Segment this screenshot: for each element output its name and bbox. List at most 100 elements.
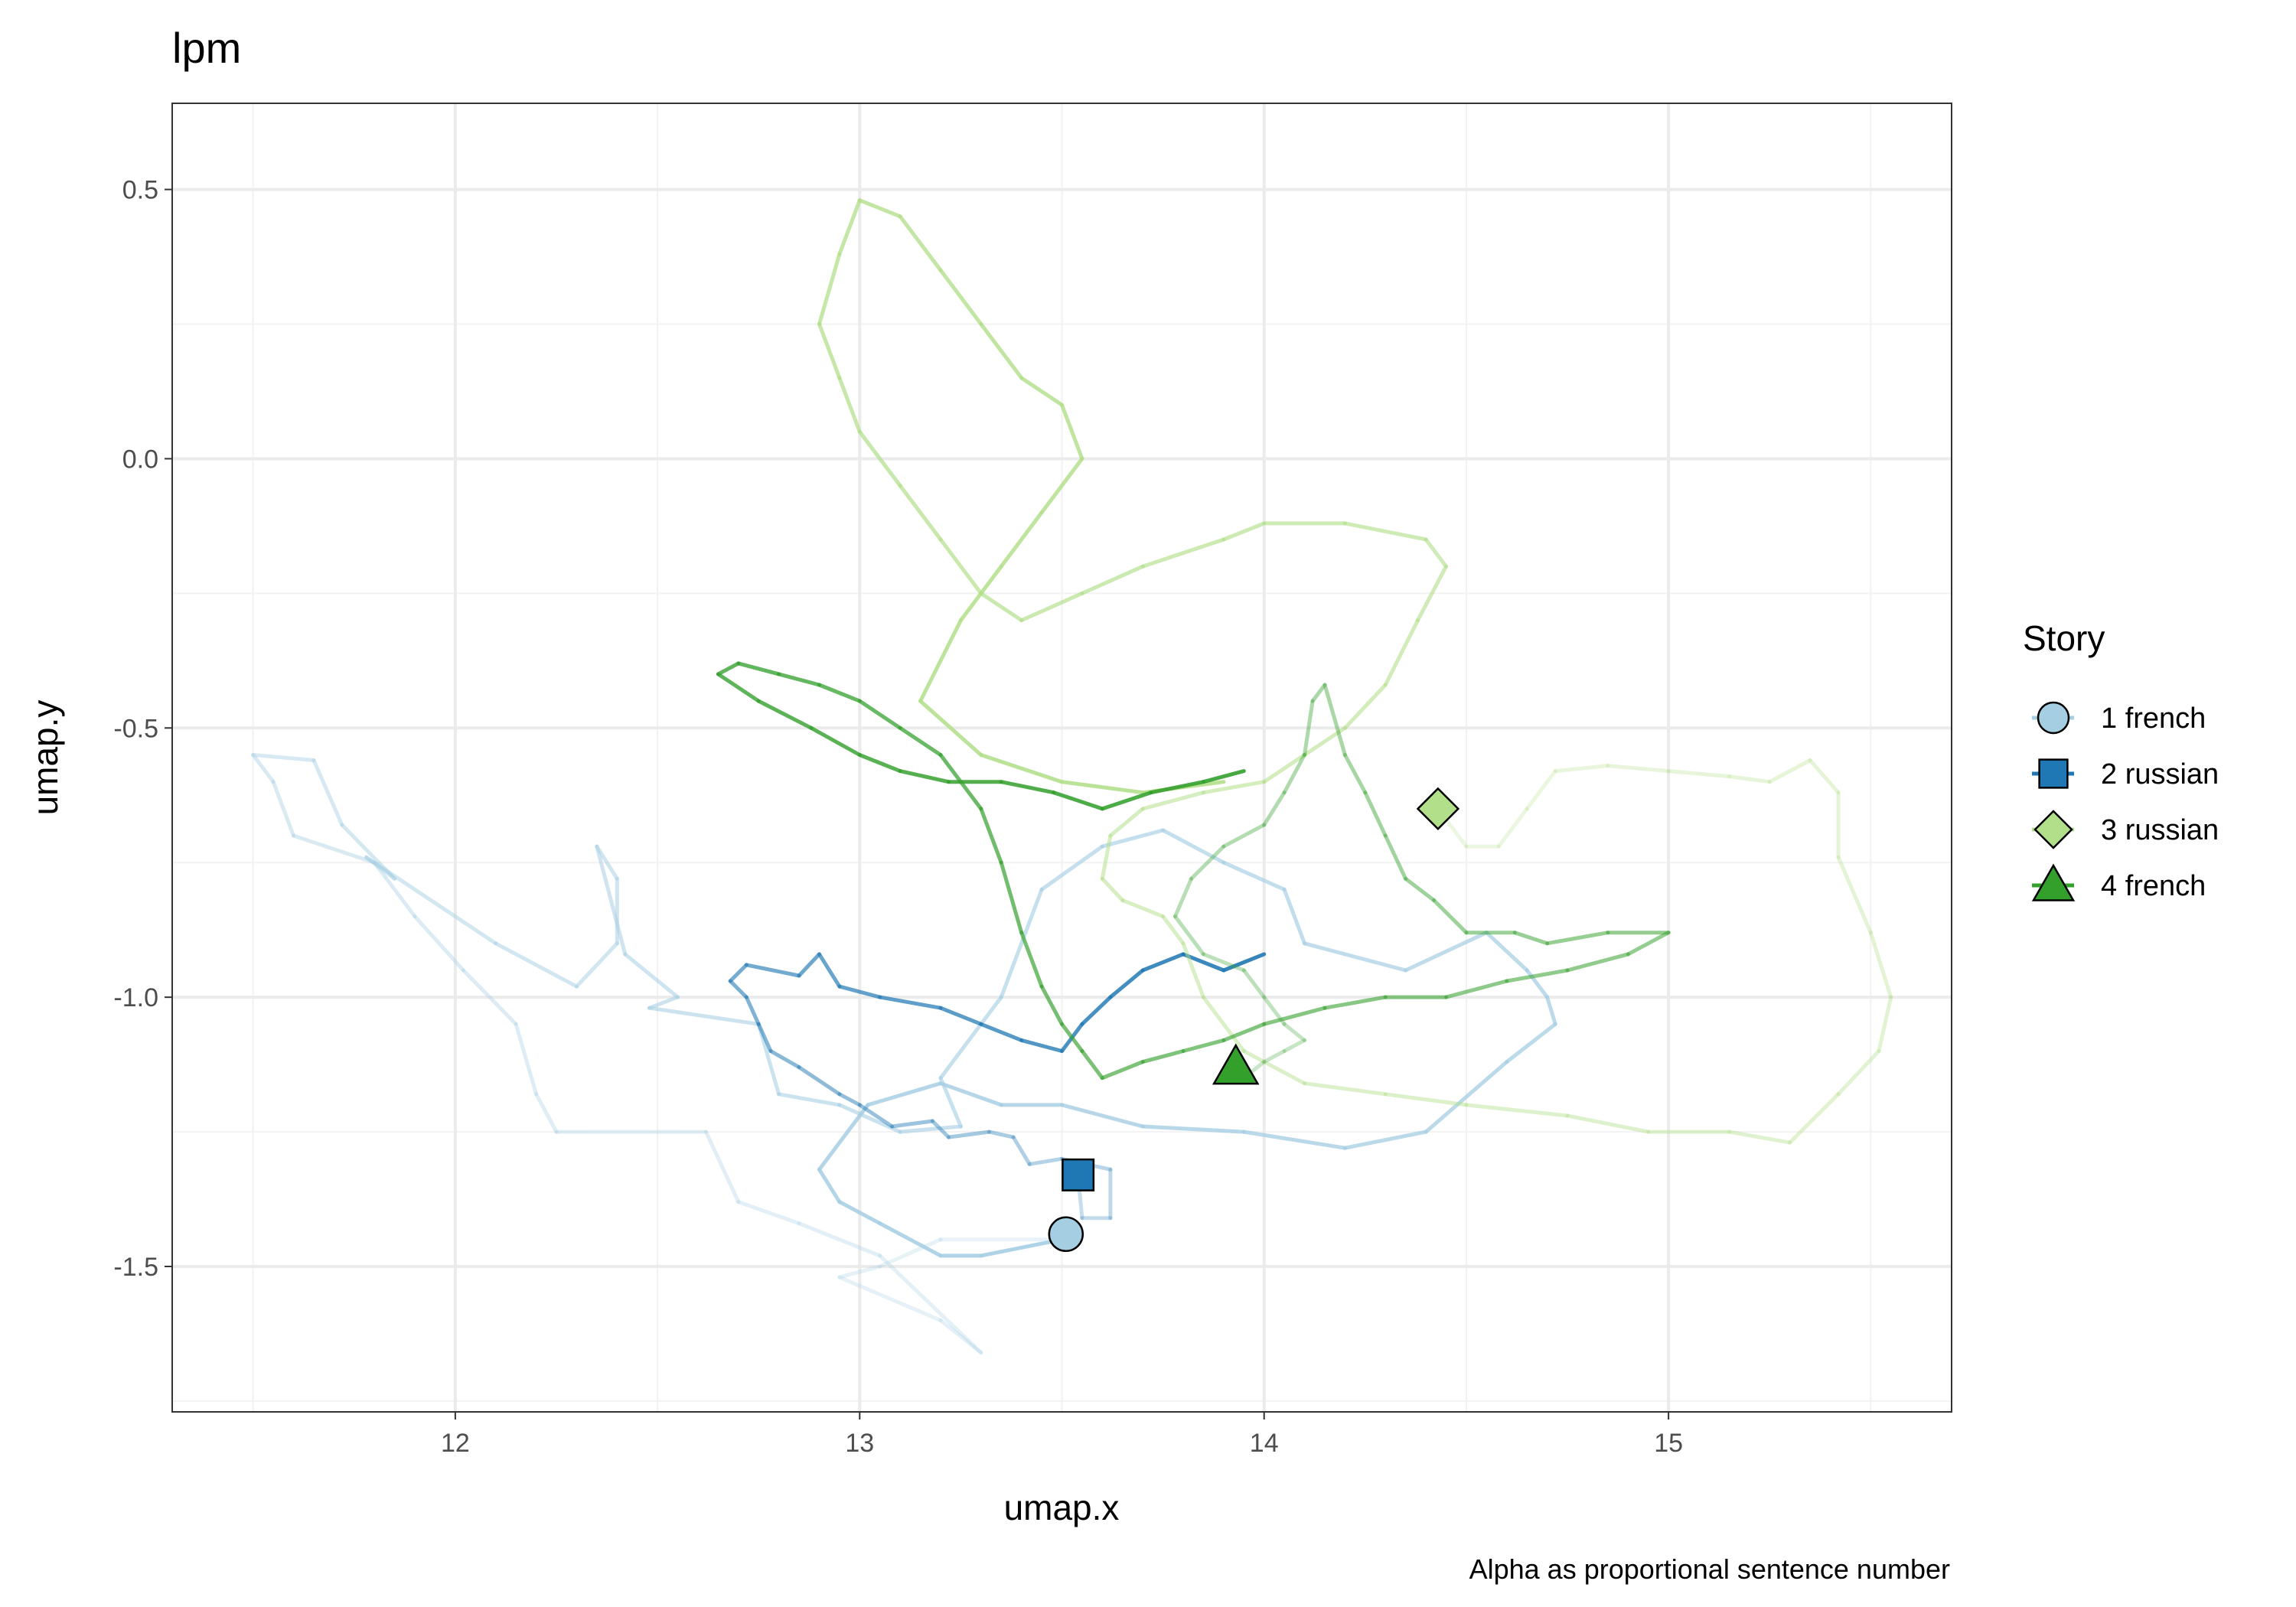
series-1-french (251, 753, 1557, 1355)
series-segment (938, 537, 983, 595)
x-tick-label: 12 (441, 1429, 470, 1458)
series-segment (878, 1253, 983, 1355)
series-segment (1262, 1049, 1287, 1064)
series-segment (1100, 876, 1125, 902)
series-segment (768, 1049, 801, 1070)
series-4-french (716, 661, 1671, 1081)
series-segment (1310, 683, 1327, 703)
series-segment (1404, 931, 1489, 973)
series-segment (938, 268, 983, 326)
series-segment (271, 780, 295, 838)
series-segment (1221, 823, 1267, 849)
series-segment (364, 855, 498, 946)
series-segment (1052, 790, 1104, 811)
series-segment (999, 510, 1044, 569)
legend-key-circle (2037, 701, 2070, 735)
series-segment (1221, 1022, 1267, 1042)
series-segment (1181, 952, 1226, 973)
series-segment (947, 1129, 991, 1139)
series-segment (1140, 1049, 1186, 1064)
legend-item: 3 russian (2032, 810, 2219, 849)
series-segment (1836, 855, 1873, 935)
series-segment (898, 214, 943, 272)
series-segment (890, 1119, 934, 1129)
series-layer (251, 198, 1893, 1355)
y-tick-label: -0.5 (113, 714, 158, 743)
series-segment (857, 753, 902, 774)
y-tick-label: 0.0 (122, 445, 158, 474)
series-segment (777, 672, 821, 687)
chart-title: lpm (172, 24, 241, 72)
series-segment (595, 844, 628, 957)
plot-border (171, 103, 1952, 1413)
series-segment (1432, 898, 1469, 935)
series-segment (938, 1318, 983, 1355)
series-segment (1060, 780, 1145, 795)
start-marker-circle (1048, 1216, 1084, 1253)
series-segment (1201, 769, 1246, 784)
series-segment (1525, 769, 1557, 811)
series-segment (1140, 952, 1186, 973)
legend: Story 1 french 2 russian 3 russian 4 french (2023, 618, 2219, 902)
series-segment (898, 1124, 963, 1134)
series-segment (704, 1129, 741, 1204)
series-segment (797, 952, 821, 978)
series-segment (817, 1167, 842, 1204)
series-segment (979, 591, 1024, 623)
legend-label: 3 russian (2101, 814, 2219, 846)
series-segment (1100, 828, 1166, 849)
series-segment (1565, 1113, 1651, 1134)
series-segment (1201, 780, 1267, 795)
series-segment (837, 1103, 902, 1134)
series-segment (979, 753, 1064, 784)
series-segment (1342, 521, 1428, 542)
series-segment (1525, 968, 1550, 999)
series-segment (1626, 931, 1671, 957)
chart-caption: Alpha as proportional sentence number (1469, 1553, 1950, 1585)
major-gridlines (172, 103, 1952, 1412)
start-marker-diamond (1416, 787, 1460, 831)
legend-item: 2 russian (2032, 758, 2219, 790)
series-segment (817, 322, 842, 380)
series-segment (494, 941, 579, 989)
legend-key-square (2038, 758, 2069, 789)
series-segment (647, 1006, 761, 1026)
series-segment (797, 1065, 842, 1097)
start-marker-square (1062, 1158, 1095, 1191)
x-tick-label: 13 (845, 1429, 874, 1458)
series-segment (1303, 1081, 1388, 1097)
series-segment (1383, 833, 1408, 881)
series-segment (1262, 753, 1306, 784)
series-segment (372, 860, 417, 919)
legend-label: 1 french (2101, 702, 2206, 735)
series-segment (1149, 780, 1205, 795)
series-segment (1282, 887, 1306, 946)
series-segment (1512, 931, 1550, 946)
series-segment (1039, 984, 1064, 1026)
series-3-russian (817, 198, 1893, 1145)
series-segment (1080, 1049, 1104, 1081)
series-segment (898, 725, 943, 757)
series-segment (958, 564, 1003, 623)
series-segment (1201, 952, 1246, 973)
series-segment (837, 1200, 882, 1226)
series-segment (1424, 1060, 1509, 1134)
series-segment (1161, 828, 1226, 865)
series-segment (837, 1092, 862, 1107)
series-segment (728, 963, 748, 983)
series-segment (837, 1275, 943, 1322)
series-segment (797, 1221, 882, 1258)
series-segment (1565, 952, 1630, 973)
series-segment (1444, 979, 1509, 999)
series-segment (340, 823, 397, 881)
series-segment (1108, 807, 1145, 838)
series-segment (514, 1022, 539, 1097)
series-segment (1342, 753, 1368, 795)
series-segment (857, 429, 902, 488)
series-segment (1836, 1049, 1881, 1097)
series-segment (857, 198, 902, 219)
series-segment (1767, 758, 1812, 784)
series-segment (1464, 1103, 1570, 1118)
series-segment (1868, 931, 1893, 999)
